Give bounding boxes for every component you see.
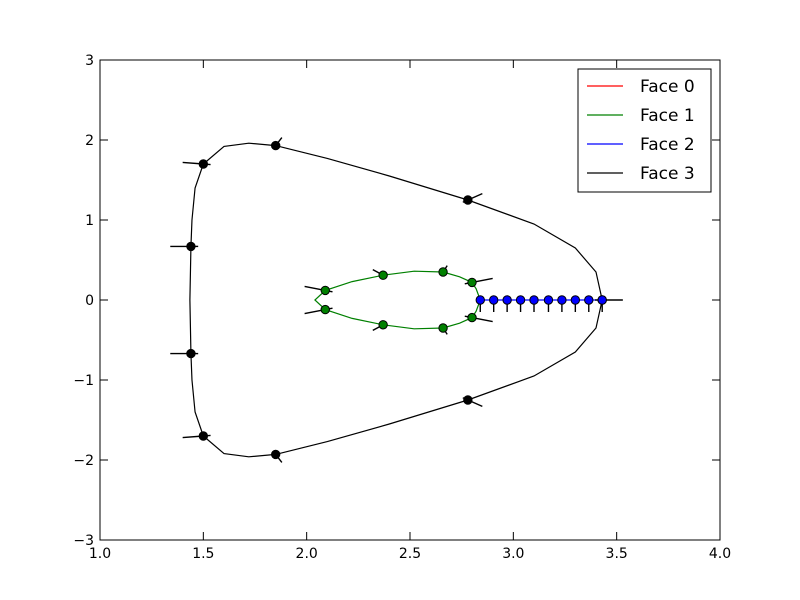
x-tick-label: 4.0 (709, 546, 731, 562)
data-point-face-2 (489, 295, 499, 305)
y-tick-label: −2 (73, 453, 94, 469)
y-tick-label: 0 (85, 293, 94, 309)
y-tick-label: −3 (73, 533, 94, 549)
series-line-face-1 (314, 270, 481, 330)
data-point-face-1 (467, 312, 477, 323)
series-line-face-3 (189, 142, 603, 458)
x-tick-label: 1.5 (192, 546, 214, 562)
data-point-face-2 (584, 295, 594, 305)
y-tick-label: 3 (85, 53, 94, 69)
y-tick-label: 2 (85, 133, 94, 149)
data-point-face-3 (198, 159, 209, 169)
x-tick-label: 2.0 (296, 546, 318, 562)
data-point-face-1 (438, 267, 448, 277)
data-point-face-3 (463, 195, 473, 205)
data-point-face-1 (378, 270, 388, 280)
data-point-face-3 (463, 395, 473, 405)
data-point-face-3 (198, 431, 209, 441)
data-point-face-3 (270, 449, 281, 460)
data-point-face-2 (570, 295, 581, 305)
data-point-face-3 (186, 241, 196, 252)
data-point-face-1 (320, 285, 330, 296)
y-tick-label: −1 (73, 373, 94, 389)
legend-label: Face 2 (640, 135, 695, 155)
data-point-face-2 (515, 295, 526, 305)
x-tick-label: 1.0 (89, 546, 111, 562)
data-point-face-3 (270, 140, 281, 151)
data-point-face-2 (475, 295, 485, 305)
legend-label: Face 0 (640, 77, 695, 97)
data-point-face-2 (502, 295, 512, 305)
legend: Face 0 Face 1 Face 2 Face 3 (577, 68, 712, 193)
data-point-face-2 (557, 295, 567, 305)
data-point-face-1 (438, 323, 448, 333)
axis-ticks: 1.0 1.5 2.0 2.5 3.0 3.5 4.0 −3 −2 −1 0 1 2 3 (73, 53, 731, 562)
x-tick-label: 3.0 (502, 546, 524, 562)
plot-content (170, 137, 623, 463)
data-point-face-3 (186, 348, 196, 359)
legend-box (577, 68, 712, 193)
y-tick-label: 1 (85, 213, 94, 229)
legend-label: Face 1 (640, 106, 695, 126)
x-tick-label: 2.5 (399, 546, 421, 562)
legend-label: Face 3 (640, 164, 695, 184)
data-point-face-1 (378, 320, 388, 330)
data-point-face-2 (543, 295, 554, 305)
x-tick-label: 3.5 (606, 546, 628, 562)
data-point-face-1 (320, 304, 330, 315)
data-point-face-1 (467, 277, 477, 288)
data-point-face-2 (597, 295, 607, 305)
data-point-face-2 (529, 295, 539, 305)
